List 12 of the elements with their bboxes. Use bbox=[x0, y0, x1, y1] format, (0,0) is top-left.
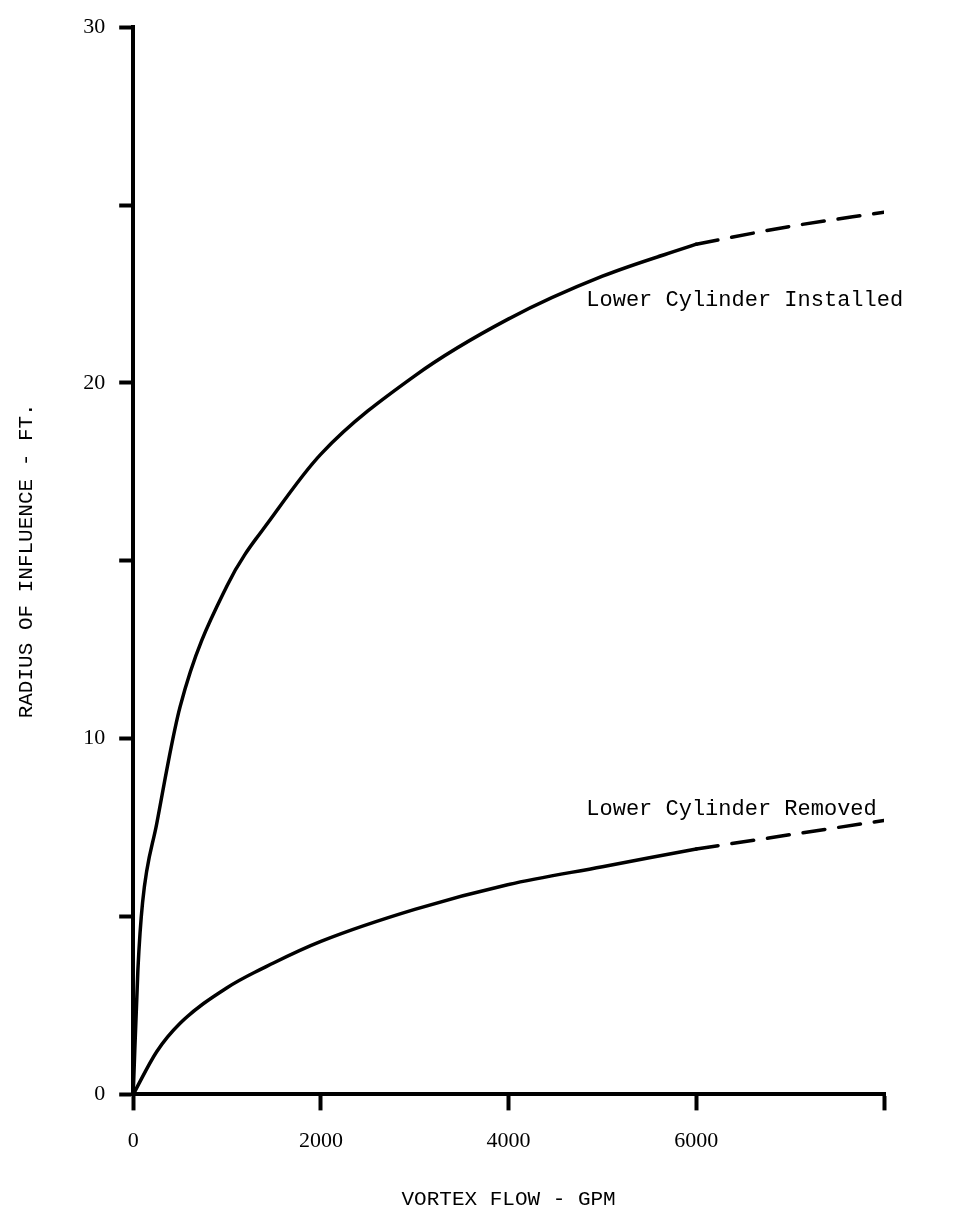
y-tick-label: 30 bbox=[83, 12, 106, 38]
x-tick-label: 0 bbox=[127, 1127, 139, 1153]
x-tick-label: 6000 bbox=[674, 1127, 719, 1153]
y-axis-title: RADIUS OF INFLUENCE - FT. bbox=[15, 403, 39, 719]
y-tick-label: 0 bbox=[94, 1080, 106, 1106]
text: Lower Cylinder Removed bbox=[586, 796, 877, 822]
y-tick-label: 10 bbox=[83, 724, 106, 750]
series-label: Lower Cylinder Installed bbox=[586, 288, 904, 314]
x-axis-title: VORTEX FLOW - GPM bbox=[401, 1187, 616, 1211]
x-tick-label: 2000 bbox=[298, 1127, 343, 1153]
x-tick-label: 4000 bbox=[486, 1127, 531, 1153]
y-tick-label: 20 bbox=[83, 368, 106, 394]
